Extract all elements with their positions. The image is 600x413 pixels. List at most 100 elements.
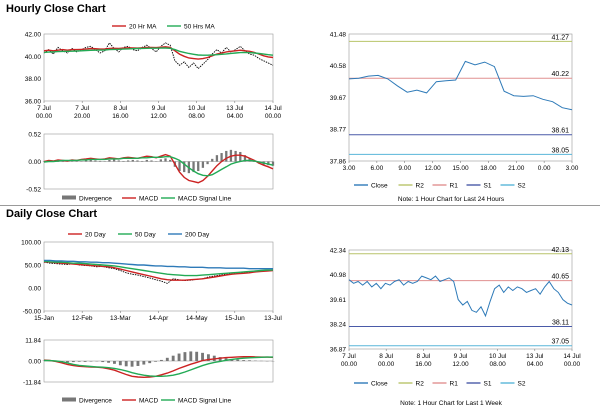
legend-label: MACD bbox=[139, 196, 158, 203]
divergence-bar bbox=[197, 161, 200, 172]
x-tick-label: 0.00 bbox=[538, 165, 551, 172]
x-tick-label: 12.00 bbox=[452, 361, 469, 368]
daily-macd-chart: 11.84 0.00 -11.84 Divergence MACD MACD Signal… bbox=[23, 338, 275, 405]
divergence-bar bbox=[169, 159, 172, 162]
x-tick-label: 8 Jul bbox=[416, 353, 430, 360]
divergence-bar bbox=[164, 158, 167, 162]
y-tick-label: 37.86 bbox=[330, 159, 347, 166]
y-tick-label: -0.52 bbox=[26, 187, 41, 194]
legend-label: 20 Day bbox=[85, 232, 106, 239]
y-tick-label: 41.48 bbox=[330, 32, 347, 39]
legend-label: MACD Signal Line bbox=[178, 398, 231, 405]
x-tick-label: 7 Jul bbox=[37, 105, 51, 112]
x-tick-label: 00.00 bbox=[564, 361, 581, 368]
x-tick-label: 08.00 bbox=[490, 361, 507, 368]
x-tick-label: 14 Jul bbox=[264, 105, 282, 112]
series-200-day bbox=[44, 259, 273, 270]
x-tick-label: 9.00 bbox=[398, 165, 411, 172]
divergence-bar bbox=[225, 150, 228, 162]
divergence-bar bbox=[218, 357, 222, 361]
divergence-bar bbox=[201, 352, 204, 361]
y-tick-label: 0.00 bbox=[28, 359, 41, 366]
divergence-bar bbox=[140, 160, 144, 162]
divergence-bar bbox=[71, 361, 75, 363]
legend-label: R1 bbox=[450, 183, 459, 190]
divergence-bar bbox=[248, 360, 251, 361]
divergence-bar bbox=[267, 161, 270, 166]
divergence-bar bbox=[215, 155, 219, 162]
x-tick-label: 20.00 bbox=[74, 113, 91, 120]
divergence-bar bbox=[142, 361, 146, 365]
y-tick-label: 38.00 bbox=[25, 76, 42, 83]
legend-label: 50 Hrs MA bbox=[184, 24, 215, 31]
x-tick-label: 04.00 bbox=[527, 361, 544, 368]
legend-swatch bbox=[62, 397, 76, 402]
x-tick-label: 15-Jun bbox=[225, 315, 245, 322]
divergence-bar bbox=[211, 158, 214, 162]
hourly-note: Note: 1 Hour Chart for Last 24 Hours bbox=[397, 196, 505, 203]
legend-label: 200 Day bbox=[185, 232, 210, 239]
divergence-bar bbox=[183, 352, 187, 361]
divergence-bar bbox=[94, 160, 97, 162]
series-50-day bbox=[43, 260, 273, 277]
x-tick-label: 3.00 bbox=[566, 165, 579, 172]
series-50-hrs-ma bbox=[43, 47, 274, 56]
divergence-bar bbox=[230, 359, 234, 361]
divergence-bar bbox=[183, 161, 186, 173]
y-tick-label: 50.00 bbox=[25, 263, 42, 270]
legend-label: Close bbox=[371, 381, 388, 388]
level-label-s2: 38.05 bbox=[551, 147, 569, 154]
x-tick-label: 15-Jan bbox=[34, 315, 54, 322]
divergence-bar bbox=[112, 159, 116, 162]
y-tick-label: 100.00 bbox=[21, 240, 41, 247]
x-tick-label: 9 Jul bbox=[454, 353, 468, 360]
legend-label: S2 bbox=[518, 381, 526, 388]
series-20-hr-ma bbox=[43, 46, 274, 60]
x-tick-label: 12.00 bbox=[424, 165, 441, 172]
x-tick-label: 9 Jul bbox=[152, 105, 166, 112]
x-tick-label: 13 Jul bbox=[526, 353, 544, 360]
divergence-bar bbox=[150, 160, 153, 162]
legend-label: R2 bbox=[416, 381, 425, 388]
x-tick-label: 3.00 bbox=[343, 165, 356, 172]
y-tick-label: 11.84 bbox=[25, 338, 41, 345]
divergence-bar bbox=[201, 161, 205, 168]
x-tick-label: 6.00 bbox=[371, 165, 384, 172]
divergence-bar bbox=[124, 361, 128, 367]
daily-levels-chart: 42.34 40.98 39.61 38.24 36.87 42.13 40.65 38.11… bbox=[330, 247, 582, 388]
x-tick-label: 12-Feb bbox=[72, 315, 93, 322]
daily-section-title: Daily Close Chart bbox=[6, 208, 98, 220]
divergence-bar bbox=[171, 355, 175, 361]
divergence-bar bbox=[243, 155, 247, 162]
x-tick-label: 13-Jul bbox=[264, 315, 282, 322]
divergence-bar bbox=[160, 359, 163, 361]
divergence-bar bbox=[108, 159, 111, 162]
y-tick-label: 0.00 bbox=[28, 286, 41, 293]
divergence-bar bbox=[126, 160, 130, 162]
section-divider bbox=[0, 205, 600, 206]
divergence-bar bbox=[148, 361, 152, 364]
divergence-bar bbox=[89, 361, 93, 362]
series-20-day bbox=[43, 261, 274, 281]
legend-label: S1 bbox=[484, 183, 492, 190]
divergence-bar bbox=[177, 353, 181, 361]
x-tick-label: 00.00 bbox=[341, 361, 358, 368]
divergence-bar bbox=[189, 351, 193, 361]
x-tick-label: 10 Jul bbox=[489, 353, 507, 360]
level-label-r1: 40.65 bbox=[551, 274, 569, 281]
divergence-bar bbox=[83, 361, 87, 362]
y-tick-label: 42.34 bbox=[330, 248, 347, 255]
divergence-bar bbox=[77, 361, 81, 362]
divergence-bar bbox=[130, 361, 134, 367]
x-tick-label: 08.00 bbox=[189, 113, 206, 120]
divergence-bar bbox=[206, 354, 210, 361]
x-tick-label: 00.00 bbox=[265, 113, 282, 120]
divergence-bar bbox=[101, 361, 105, 363]
divergence-bar bbox=[66, 361, 69, 363]
divergence-bar bbox=[75, 160, 78, 162]
x-tick-label: 13 Jul bbox=[226, 105, 244, 112]
legend-label: Divergence bbox=[79, 196, 112, 203]
x-tick-label: 10 Jul bbox=[188, 105, 206, 112]
